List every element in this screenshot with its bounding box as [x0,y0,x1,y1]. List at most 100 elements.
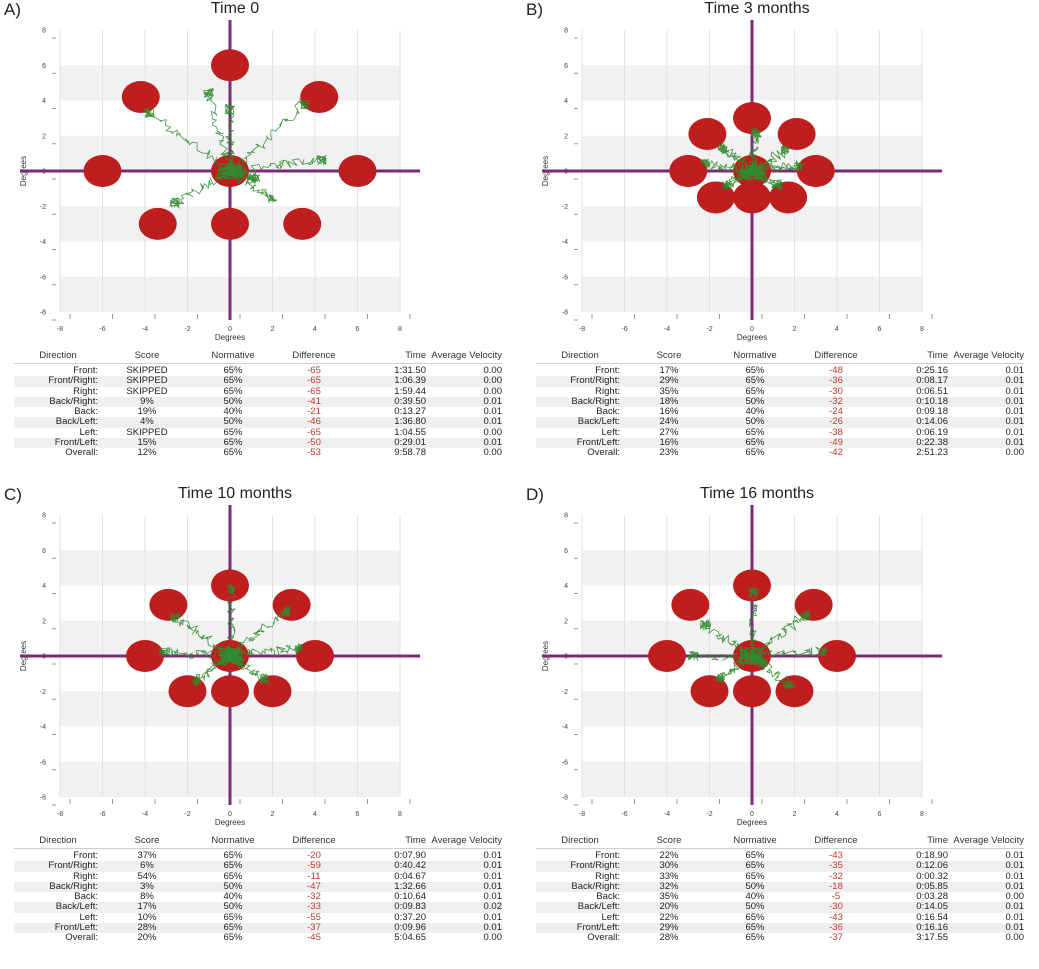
table-cell: -20 [307,851,321,861]
table-row: Right: 33% 65% -32 0:00.32 0.01 [536,872,1024,882]
x-tick-label: -2 [706,326,712,333]
table-cell: Left: [79,912,99,923]
table-row: Front/Right: 30% 65% -35 0:12.06 0.01 [536,861,1025,872]
table-cell: -37 [829,933,843,944]
table-cell: 0.01 [1005,912,1025,923]
x-tick-label: 6 [356,811,360,818]
table-row: Front/Right: SKIPPED 65% -65 1:06.39 0.00 [14,376,502,387]
table-cell: Back/Right: [571,396,620,407]
x-tick-label: -8 [57,326,63,333]
eye-trace [751,646,828,658]
eye-trace [229,605,291,657]
table-cell: -30 [829,902,843,913]
table-cell: Front/Right: [570,861,620,872]
column-header: Difference [814,350,858,361]
table-cell: SKIPPED [126,376,168,387]
table-cell: 28% [137,923,157,934]
table-cell: -65 [307,366,321,376]
x-axis-label: Degrees [215,818,245,827]
summary-table: Direction Score Normative Difference Time Ave… [14,349,502,459]
x-tick-label: -2 [706,811,712,818]
eye-trace [751,144,790,173]
table-cell: 29% [659,376,679,387]
x-tick-label: 0 [750,811,754,818]
x-tick-label: 6 [878,326,882,333]
eye-trace [203,87,233,172]
table-cell: 0.01 [1005,376,1025,387]
table-body: Front: 37% 65% -20 0:07.90 0.01 Front/Right: 6%… [14,851,502,944]
table-cell: 32% [659,881,679,892]
chart-title: Time 16 months [699,485,815,502]
y-tick-label: -8 [40,310,46,317]
table-cell: -36 [829,923,843,934]
table-cell: 0.00 [483,448,503,459]
target-circle [794,588,833,621]
table-row: Back/Right: 3% 50% -47 1:32.66 0.01 [14,881,502,893]
x-tick-label: -6 [99,811,105,818]
column-header: Score [134,835,160,846]
column-header: Score [656,835,682,846]
y-tick-label: -8 [562,310,568,317]
table-cell: 0:00.32 [916,871,948,882]
column-header: Score [134,350,160,361]
table-cell: 0.01 [1005,396,1025,407]
table-cell: 65% [745,427,765,438]
panel-b: B) Time 3 months 86420-2-4-6-8-8-6-4-202… [522,0,1037,484]
table-cell: 0.01 [483,923,503,934]
table-cell: 0.00 [1005,933,1025,944]
table-cell: 50% [745,881,765,892]
table-cell: 5:04.65 [394,933,426,944]
x-tick-label: 4 [835,811,839,818]
table-cell: 1:32.66 [394,881,426,892]
table-cell: 0.01 [1005,861,1025,872]
table-cell: 65% [223,851,243,861]
table-row: Back: 8% 40% -32 0:10.64 0.01 [14,892,502,902]
table-body: Front: 17% 65% -48 0:25.16 0.01 Front/Right: 29… [536,366,1024,459]
table-row: Back/Left: 24% 50% -26 0:14.06 0.01 [536,417,1024,428]
table-cell: 65% [223,933,243,944]
table-cell: -36 [829,376,843,387]
table-cell: 0.01 [483,861,503,872]
target-circle [253,675,292,708]
table-row: Front: 17% 65% -48 0:25.16 0.01 [536,366,1024,376]
panel-letter: C) [4,485,22,504]
table-cell: 0.01 [1005,386,1025,397]
table-row: Front: SKIPPED 65% -65 1:31.50 0.00 [14,366,502,376]
table-cell: 0:18.90 [916,851,948,861]
column-header: Direction [561,350,599,361]
table-cell: -48 [829,366,843,376]
table-cell: 65% [223,912,243,923]
table-cell: 1:06.39 [394,376,426,387]
target-circle [83,155,122,187]
table-cell: -30 [829,386,843,397]
x-tick-label: 0 [750,326,754,333]
column-header: Difference [292,350,336,361]
table-row: Left: 27% 65% -38 0:06.19 0.01 [536,427,1025,438]
table-cell: 30% [659,861,679,872]
column-header: Difference [814,835,858,846]
table-cell: -46 [307,417,321,428]
table-cell: 16% [659,438,679,449]
table-cell: 65% [745,366,765,376]
table-cell: 15% [137,438,157,449]
table-cell: 22% [659,912,679,923]
table-cell: 0.01 [483,851,503,861]
table-cell: Overall: [587,933,620,944]
table-cell: 9:58.78 [394,448,426,459]
panel-letter: B) [526,0,543,19]
y-tick-label: 6 [564,63,568,70]
table-cell: 0:37.20 [394,912,426,923]
y-tick-label: -2 [562,689,568,696]
table-cell: -47 [307,881,321,892]
eye-trace [229,170,278,203]
table-cell: 8% [140,892,154,903]
table-cell: 0:04.67 [394,871,426,882]
x-tick-label: 2 [271,811,275,818]
table-cell: 10% [137,912,157,923]
table-cell: 0.01 [483,912,503,923]
table-cell: -24 [829,407,843,418]
table-cell: 0.00 [483,366,503,376]
panel-c: C) Time 10 months 86420-2-4-6-8-8-6-4-20… [0,485,515,969]
table-row: Back/Left: 20% 50% -30 0:14.05 0.01 [536,902,1024,913]
table-cell: 0:22.38 [916,438,948,449]
